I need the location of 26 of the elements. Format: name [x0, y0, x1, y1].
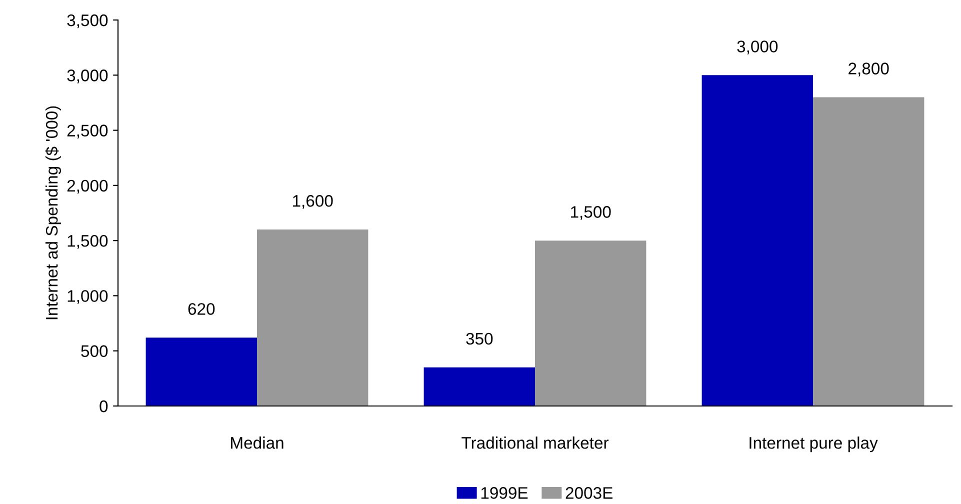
data-label: 1,500 [571, 206, 611, 220]
x-tick-label: Traditional marketer [462, 436, 609, 449]
y-tick-label: 2,000 [67, 180, 108, 194]
bar [535, 240, 646, 406]
y-axis-title: Internet ad Spending ($ '000) [45, 106, 62, 320]
x-tick-label: Median [231, 436, 284, 449]
bar [424, 367, 535, 406]
bar [257, 230, 368, 406]
y-tick-label: 3,000 [67, 70, 108, 84]
data-label: 1,600 [293, 195, 333, 209]
y-tick-label: 2,500 [67, 124, 108, 138]
data-label: 3,000 [737, 40, 778, 54]
y-tick-label: 1,000 [68, 290, 108, 304]
y-tick-label: 3,500 [67, 14, 108, 28]
bar [702, 75, 813, 406]
x-tick-label: Internet pure play [750, 436, 878, 452]
legend-label: 1999E [481, 487, 528, 499]
bar [146, 338, 257, 406]
legend-label: 2003E [566, 487, 612, 499]
y-tick-label: 500 [81, 345, 108, 358]
data-label: 620 [188, 303, 215, 315]
y-tick-label: 1,500 [68, 234, 108, 249]
bar [813, 97, 924, 406]
data-label: 2,800 [848, 62, 889, 76]
data-label: 350 [466, 332, 493, 345]
y-tick-label: 0 [100, 400, 108, 412]
